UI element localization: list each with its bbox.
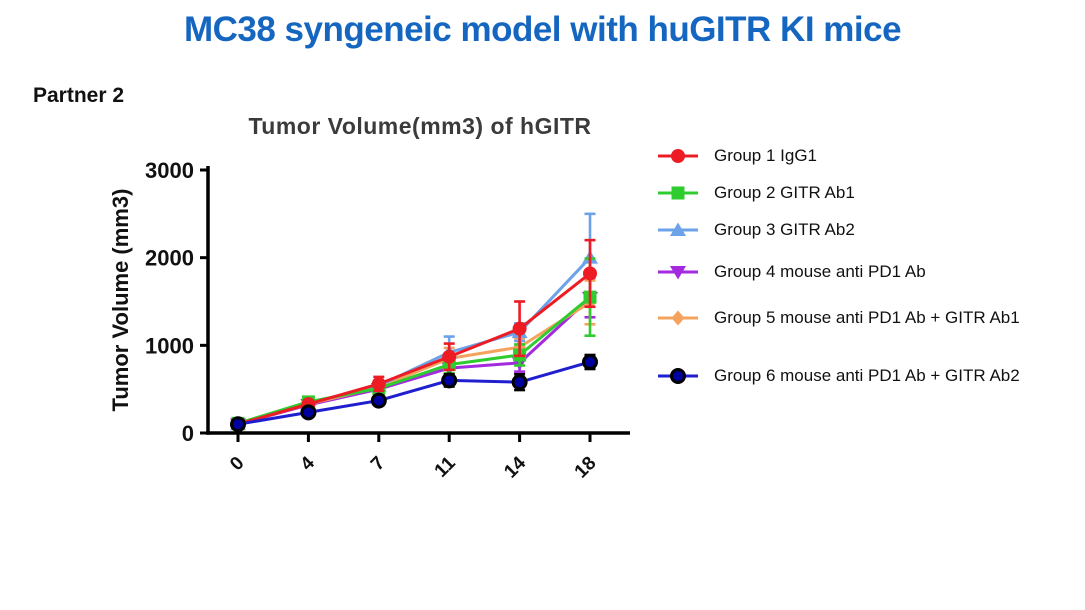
chart-legend: Group 1 IgG1 Group 2 GITR Ab1 Group 3 GI… bbox=[656, 146, 1081, 386]
svg-text:2000: 2000 bbox=[145, 246, 194, 271]
legend-row: Group 2 GITR Ab1 bbox=[656, 183, 1081, 203]
legend-label: Group 2 GITR Ab1 bbox=[714, 183, 855, 202]
legend-row: Group 3 GITR Ab2 bbox=[656, 220, 1081, 240]
legend-label: Group 1 IgG1 bbox=[714, 146, 818, 165]
legend-row: Group 4 mouse anti PD1 Ab bbox=[656, 262, 1081, 282]
legend-label: Group 5 mouse anti PD1 Ab + GITR Ab1 bbox=[714, 308, 1020, 327]
legend-marker-icon bbox=[658, 149, 698, 163]
legend-marker-icon bbox=[658, 310, 698, 326]
chart-title: Tumor Volume(mm3) of hGITR bbox=[248, 113, 592, 139]
svg-text:14: 14 bbox=[500, 452, 530, 482]
svg-text:18: 18 bbox=[571, 453, 601, 483]
svg-text:3000: 3000 bbox=[145, 158, 194, 183]
legend-marker-icon bbox=[658, 186, 698, 200]
svg-text:4: 4 bbox=[297, 452, 320, 475]
legend-marker-icon bbox=[658, 222, 698, 236]
partner-label: Partner 2 bbox=[33, 84, 125, 107]
slide-title: MC38 syngeneic model with huGITR KI mice bbox=[183, 10, 902, 49]
svg-text:11: 11 bbox=[431, 452, 460, 481]
legend-marker-icon bbox=[658, 368, 698, 384]
legend-row: Group 1 IgG1 bbox=[656, 146, 1081, 166]
svg-text:1000: 1000 bbox=[145, 333, 194, 358]
legend-row: Group 6 mouse anti PD1 Ab + GITR Ab2 bbox=[656, 366, 1081, 386]
legend-label: Group 4 mouse anti PD1 Ab bbox=[714, 262, 926, 281]
svg-text:0: 0 bbox=[182, 421, 194, 446]
legend-marker-icon bbox=[658, 266, 698, 280]
legend-label: Group 6 mouse anti PD1 Ab + GITR Ab2 bbox=[714, 366, 1020, 385]
svg-text:0: 0 bbox=[226, 453, 248, 475]
legend-row: Group 5 mouse anti PD1 Ab + GITR Ab1 bbox=[656, 308, 1081, 328]
svg-text:7: 7 bbox=[367, 453, 389, 475]
legend-label: Group 3 GITR Ab2 bbox=[714, 220, 855, 239]
